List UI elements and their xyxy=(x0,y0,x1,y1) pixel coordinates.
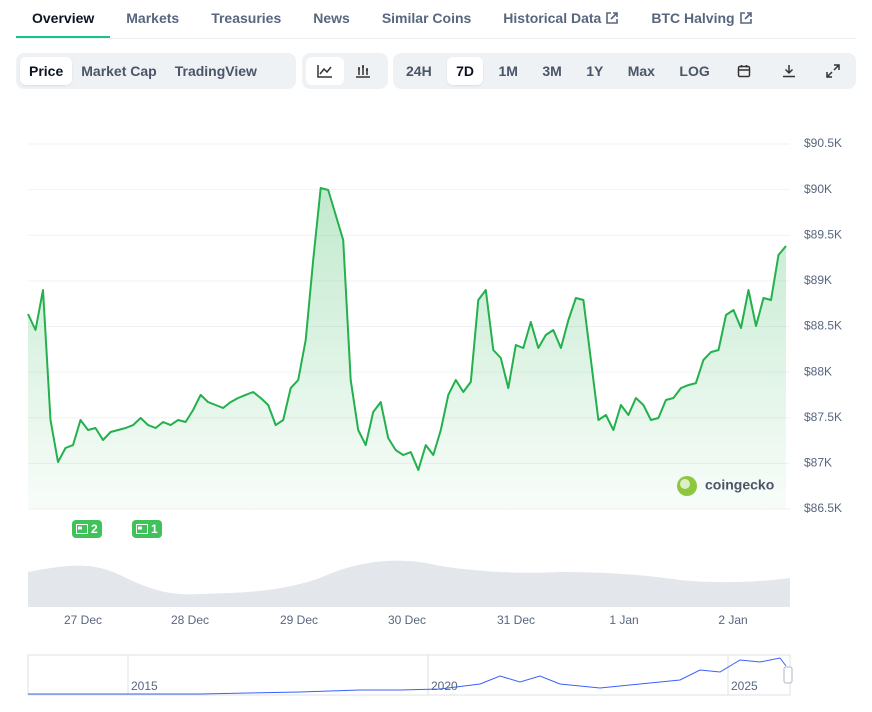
fullscreen-button[interactable] xyxy=(814,57,852,85)
x-tick-label: 31 Dec xyxy=(497,613,535,627)
range-button[interactable]: LOG xyxy=(679,63,710,79)
x-tick-label: 1 Jan xyxy=(609,613,638,627)
y-tick-label: $86.5K xyxy=(804,501,842,515)
calendar-icon xyxy=(737,65,751,78)
price-area xyxy=(28,188,786,509)
tab[interactable]: Markets xyxy=(126,10,180,26)
tab[interactable]: Historical Data xyxy=(487,0,635,38)
tab[interactable]: Similar Coins xyxy=(381,10,472,26)
calendar-button[interactable] xyxy=(725,57,763,85)
candle-icon xyxy=(356,65,370,78)
overview-line xyxy=(28,657,787,695)
x-tick-label: 30 Dec xyxy=(388,613,426,627)
x-tick-label: 2 Jan xyxy=(718,613,747,627)
external-icon xyxy=(606,12,619,24)
overview-handle[interactable] xyxy=(783,666,793,684)
y-tick-label: $87.5K xyxy=(804,410,842,424)
tab[interactable]: Overview xyxy=(16,0,111,38)
range-button[interactable]: 1M xyxy=(498,63,518,79)
view-button[interactable]: TradingView xyxy=(174,63,257,79)
view-button[interactable]: Price xyxy=(20,57,73,85)
watermark: coingecko xyxy=(705,477,774,493)
y-tick-label: $90K xyxy=(804,182,832,196)
range-button[interactable]: 24H xyxy=(406,63,432,79)
tab-label: Historical Data xyxy=(503,10,602,26)
range-button[interactable]: 7D xyxy=(447,57,484,85)
news-icon xyxy=(136,524,148,534)
y-tick-label: $90.5K xyxy=(804,136,842,150)
x-tick-label: 28 Dec xyxy=(171,613,209,627)
event-count: 2 xyxy=(91,522,98,536)
x-tick-label: 27 Dec xyxy=(64,613,102,627)
event-badge[interactable]: 2 xyxy=(72,520,102,538)
x-tick-label: 29 Dec xyxy=(280,613,318,627)
tab[interactable]: News xyxy=(313,10,350,26)
volume-silhouette xyxy=(28,560,790,607)
news-icon xyxy=(76,524,88,534)
overview-label: 2015 xyxy=(131,679,158,693)
tab[interactable]: BTC Halving xyxy=(635,0,768,38)
event-badge[interactable]: 1 xyxy=(132,520,162,538)
view-group: Price Market Cap TradingView xyxy=(16,53,296,89)
candle-chart-button[interactable] xyxy=(344,57,382,85)
line-icon xyxy=(317,65,332,78)
external-icon xyxy=(739,12,752,24)
download-icon xyxy=(782,65,795,78)
y-tick-label: $89K xyxy=(804,273,832,287)
event-count: 1 xyxy=(151,522,158,536)
range-button[interactable]: Max xyxy=(627,63,655,79)
overview-label: 2020 xyxy=(431,679,458,693)
download-button[interactable] xyxy=(770,57,808,85)
logo-icon-eye xyxy=(680,479,690,489)
range-button[interactable]: 3M xyxy=(542,63,562,79)
y-tick-label: $89.5K xyxy=(804,227,842,241)
range-button[interactable]: 1Y xyxy=(586,63,604,79)
range-group: 24H 7D 1M 3M 1Y Max LOG xyxy=(393,53,856,89)
y-tick-label: $88.5K xyxy=(804,319,842,333)
tab-bar: Overview Markets Treasuries News Similar… xyxy=(16,0,856,39)
view-button[interactable]: Market Cap xyxy=(81,63,157,79)
price-line xyxy=(27,187,787,471)
overview-label: 2025 xyxy=(731,679,758,693)
chart-type-group xyxy=(302,53,388,89)
tab[interactable]: Treasuries xyxy=(211,10,282,26)
fullscreen-icon xyxy=(826,64,840,78)
y-tick-label: $88K xyxy=(804,364,832,378)
line-chart-button[interactable] xyxy=(306,57,344,85)
tab-label: BTC Halving xyxy=(651,10,735,26)
y-tick-label: $87K xyxy=(804,456,832,470)
